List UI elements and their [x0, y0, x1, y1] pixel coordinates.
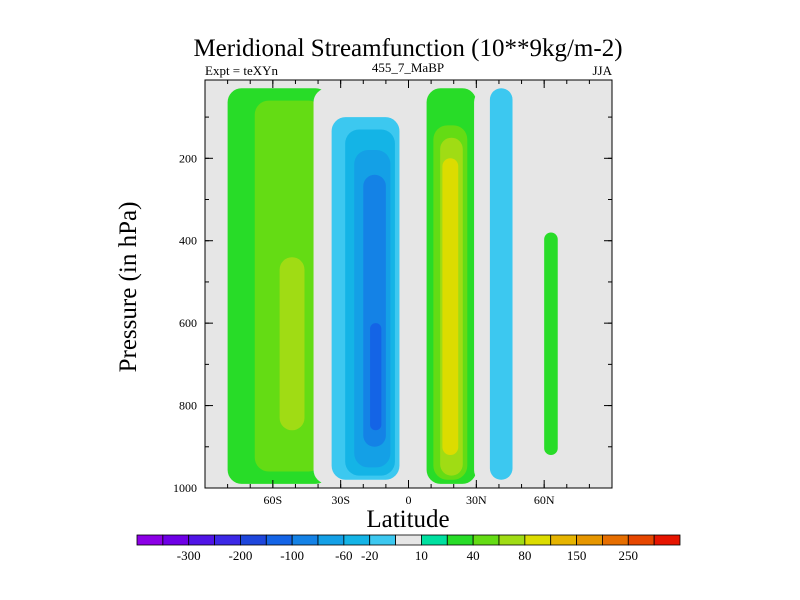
colorbar: -300 -200 -100 -60 -20 10 40 80 150 250: [136, 534, 681, 563]
colorbar-box-8: [343, 534, 371, 546]
colorbar-box-14: [498, 534, 526, 546]
colorbar-label-9: 250: [619, 548, 639, 563]
colorbar-label-2: -100: [280, 548, 304, 563]
colorbar-box-16: [550, 534, 577, 546]
colorbar-box-18: [602, 534, 629, 546]
run-label: 455_7_MaBP: [372, 60, 444, 75]
colorbar-box-3: [214, 534, 241, 546]
colorbar-box-10: [395, 534, 422, 546]
colorbar-label-4: -20: [361, 548, 378, 563]
contour-region-15: [544, 232, 558, 456]
colorbar-box-7: [317, 534, 345, 546]
y-axis-label: Pressure (in hPa): [115, 202, 142, 373]
y-tick-label-4: 1000: [173, 481, 197, 495]
contour-region-12: [442, 158, 459, 456]
colorbar-box-9: [369, 534, 396, 546]
colorbar-label-6: 40: [467, 548, 480, 563]
contour-region-2: [279, 257, 305, 431]
colorbar-label-3: -60: [335, 548, 352, 563]
contour-region-14: [489, 88, 513, 480]
colorbar-label-8: 150: [567, 548, 587, 563]
colorbar-box-17: [576, 534, 603, 546]
y-tick-label-3: 800: [179, 399, 197, 413]
colorbar-box-2: [188, 534, 215, 546]
x-tick-label-4: 60N: [534, 493, 555, 507]
x-axis-label: Latitude: [366, 506, 449, 533]
season-label: JJA: [592, 63, 612, 78]
colorbar-box-1: [162, 534, 190, 546]
contour-fills: [227, 88, 558, 484]
contour-region-8: [370, 323, 382, 431]
y-tick-label-2: 600: [179, 316, 197, 330]
x-tick-label-0: 60S: [263, 493, 282, 507]
colorbar-box-6: [291, 534, 319, 546]
axis-ticks: 60S 30S 0 30N 60N 200 400 600 800 1000: [173, 80, 613, 507]
colorbar-box-15: [524, 534, 552, 546]
x-tick-label-3: 30N: [466, 493, 487, 507]
colorbar-box-19: [627, 534, 655, 546]
colorbar-box-4: [240, 534, 267, 546]
x-tick-label-1: 30S: [331, 493, 350, 507]
colorbar-box-13: [472, 534, 500, 546]
experiment-label: Expt = teXYn: [205, 63, 279, 78]
colorbar-label-0: -300: [177, 548, 201, 563]
colorbar-box-12: [446, 534, 474, 546]
y-tick-label-0: 200: [179, 151, 197, 165]
chart-title: Meridional Streamfunction (10**9kg/m-2): [193, 35, 622, 62]
colorbar-label-1: -200: [229, 548, 253, 563]
colorbar-label-7: 80: [518, 548, 531, 563]
colorbar-box-20: [653, 534, 681, 546]
colorbar-box-0: [136, 534, 164, 546]
colorbar-box-11: [421, 534, 448, 546]
y-tick-label-1: 400: [179, 234, 197, 248]
colorbar-label-5: 10: [415, 548, 428, 563]
x-tick-label-2: 0: [406, 493, 412, 507]
colorbar-box-5: [265, 534, 293, 546]
